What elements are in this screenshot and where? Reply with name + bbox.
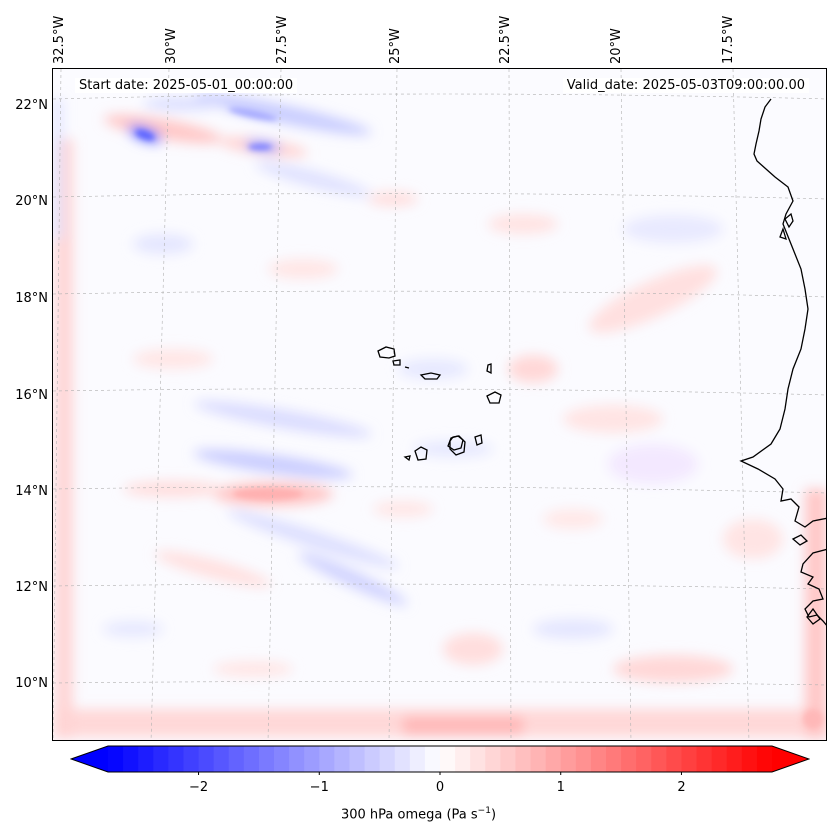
colorbar-segment: [274, 746, 290, 772]
colorbar-segment: [741, 746, 758, 772]
colorbar-min-extend: [71, 746, 108, 772]
island-boa-vista: [486, 391, 502, 404]
colorbar-segment: [289, 746, 305, 772]
colorbar-segment: [711, 746, 728, 772]
colorbar-segment: [153, 746, 169, 772]
island-maio: [474, 434, 483, 446]
island-fogo: [414, 446, 428, 461]
island-brava: [403, 455, 411, 462]
longitude-label: 20°W: [609, 28, 624, 64]
colorbar-segment: [243, 746, 260, 772]
island-santiago-outline: [449, 435, 466, 456]
colorbar-tick-label: −1: [309, 780, 329, 795]
omega-field-map: [53, 69, 826, 740]
colorbar-segment: [198, 746, 215, 772]
coastline-west-africa: [739, 98, 826, 626]
colorbar: [70, 745, 810, 775]
colorbar-segment: [726, 746, 743, 772]
colorbar-segment: [409, 746, 426, 772]
colorbar-segment: [349, 746, 366, 772]
colorbar-segment: [304, 746, 320, 772]
colorbar-segment: [379, 746, 396, 772]
colorbar-segment: [485, 746, 501, 772]
colorbar-tick-label: −2: [188, 780, 209, 795]
colorbar-segment: [515, 746, 532, 772]
colorbar-segment: [696, 746, 713, 772]
colorbar-max-extend: [772, 746, 809, 772]
colorbar-segment: [319, 746, 335, 772]
colorbar-segment: [424, 746, 441, 772]
colorbar-segment: [168, 746, 185, 772]
colorbar-segment: [183, 746, 200, 772]
colorbar-segment: [681, 746, 698, 772]
colorbar-segment: [560, 746, 577, 772]
colorbar-segment: [440, 746, 456, 772]
latitude-label: 18°N: [15, 291, 48, 306]
colorbar-label-main: 300 hPa omega (Pa s: [340, 807, 478, 823]
island-santo-antao: [377, 346, 396, 359]
colorbar-segment: [334, 746, 351, 772]
valid-date-label: Valid_date: 2025-05-03T09:00:00.00: [562, 78, 809, 93]
colorbar-segment: [666, 746, 683, 772]
colorbar-segment: [575, 746, 592, 772]
graticule: [53, 69, 826, 740]
colorbar-segment: [621, 746, 637, 772]
colorbar-segment: [651, 746, 667, 772]
longitude-label: 32.5°W: [52, 15, 67, 64]
colorbar-segment: [500, 746, 517, 772]
colorbar-label-end: ): [490, 807, 497, 823]
colorbar-outline: [70, 745, 810, 773]
longitude-label: 22.5°W: [498, 15, 513, 64]
colorbar-segment: [590, 746, 607, 772]
island-santa-luzia: [404, 366, 410, 369]
colorbar-segment: [530, 746, 547, 772]
colorbar-segment: [545, 746, 562, 772]
field-background: [53, 69, 826, 740]
longitude-label: 25°W: [388, 28, 403, 64]
latitude-label: 22°N: [15, 98, 48, 113]
island-sao-nicolau: [419, 372, 442, 380]
colorbar-tick-label: 1: [556, 780, 565, 795]
island-sal: [486, 363, 492, 375]
colorbar-graphic: [70, 745, 810, 775]
latitude-label: 14°N: [15, 484, 48, 499]
colorbar-segment: [364, 746, 381, 772]
colorbar-label-exponent: −1: [477, 806, 491, 816]
latitude-label: 12°N: [15, 580, 48, 595]
colorbar-tick-label: 0: [435, 780, 445, 795]
latitude-label: 20°N: [15, 194, 48, 209]
colorbar-segment: [213, 746, 230, 772]
start-date-label: Start date: 2025-05-01_00:00:00: [75, 78, 298, 93]
colorbar-segment: [470, 746, 486, 772]
field-detail: [135, 107, 823, 729]
colorbar-segment: [756, 746, 773, 772]
longitude-label: 17.5°W: [721, 15, 736, 64]
longitude-label: 27.5°W: [275, 15, 290, 64]
cape-verde-islands: [377, 346, 502, 462]
colorbar-segment: [108, 746, 124, 772]
island-sao-vicente: [392, 359, 401, 366]
colorbar-segment: [228, 746, 245, 772]
colorbar-segment: [123, 746, 139, 772]
longitude-label: 30°W: [164, 28, 179, 64]
colorbar-tick-label: 2: [677, 780, 686, 795]
colorbar-segment: [636, 746, 652, 772]
colorbar-segment: [138, 746, 154, 772]
colorbar-segment: [455, 746, 471, 772]
colorbar-segment: [258, 746, 275, 772]
map-panel: [52, 68, 827, 741]
colorbar-label: 300 hPa omega (Pa s−1): [0, 806, 837, 822]
latitude-label: 16°N: [15, 388, 48, 403]
colorbar-segment: [606, 746, 622, 772]
latitude-label: 10°N: [15, 676, 48, 691]
colorbar-segment: [394, 746, 411, 772]
